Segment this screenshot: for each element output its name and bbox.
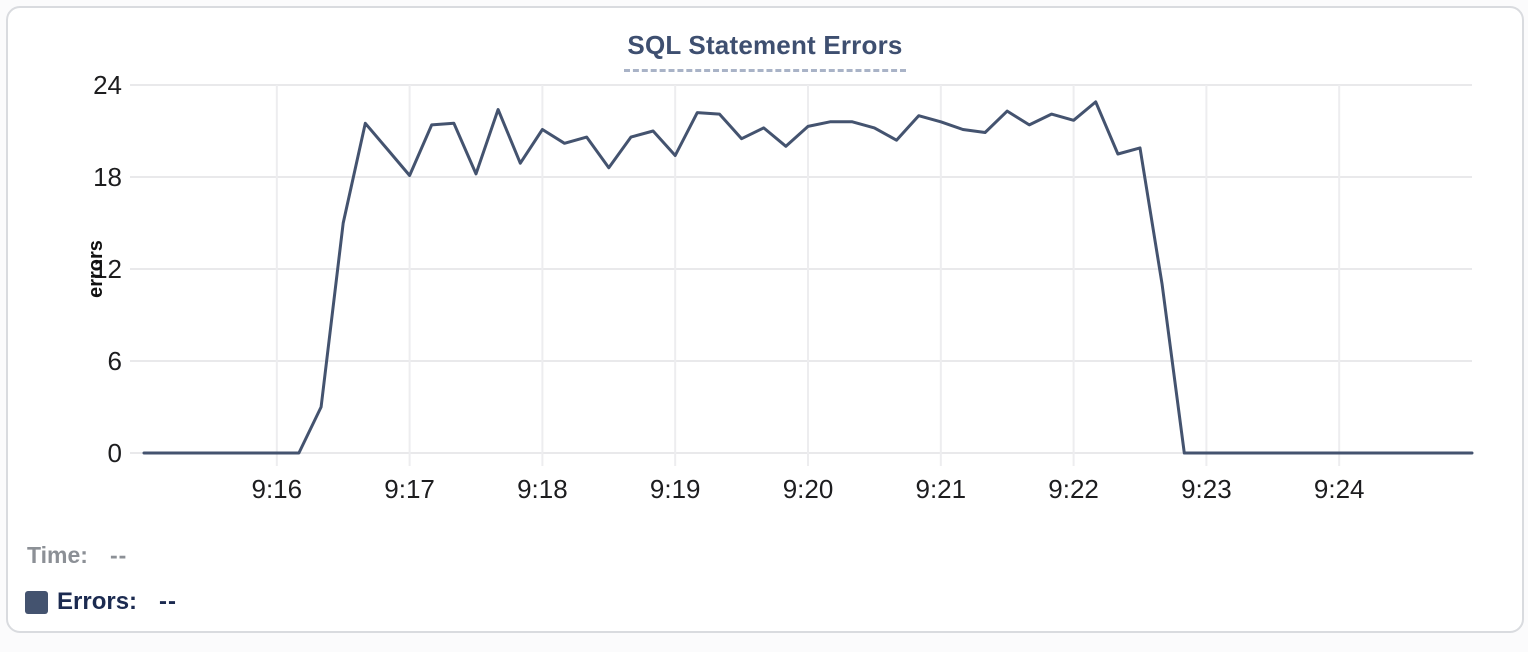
y-tick-label: 24 [93, 70, 122, 100]
tooltip-time-value: -- [109, 542, 128, 568]
errors-series-swatch [25, 590, 48, 614]
y-tick-label: 12 [93, 254, 122, 284]
x-tick-label: 9:17 [384, 474, 435, 504]
x-tick-label: 9:21 [915, 474, 966, 504]
chart-header: SQL Statement Errors [8, 30, 1522, 72]
y-axis-title: errors [85, 240, 107, 298]
chart-title[interactable]: SQL Statement Errors [624, 30, 906, 72]
x-tick-label: 9:23 [1181, 474, 1232, 504]
chart-card: SQL Statement Errors 0 6 12 18 24 9:16 9:17 9:1… [6, 6, 1524, 633]
x-tick-label: 9:19 [650, 474, 701, 504]
tooltip-errors-label: Errors: [57, 588, 138, 615]
x-tick-label: 9:16 [251, 474, 302, 504]
y-tick-label: 6 [108, 346, 122, 376]
x-tick-label: 9:18 [517, 474, 568, 504]
tooltip-time-row: Time: -- [27, 542, 127, 569]
errors-line-chart[interactable]: 0 6 12 18 24 9:16 9:17 9:18 9:19 9:20 9:21 9:22 9:23… [8, 8, 1522, 633]
y-tick-label: 18 [93, 162, 122, 192]
tooltip-time-label: Time: [27, 542, 88, 568]
errors-series-line[interactable] [142, 100, 1474, 455]
x-tick-label: 9:22 [1048, 474, 1099, 504]
tooltip-errors-value: -- [159, 588, 178, 615]
y-tick-label: 0 [108, 438, 122, 468]
tooltip-errors-row: Errors: -- [25, 588, 177, 616]
x-tick-label: 9:20 [783, 474, 834, 504]
x-tick-label: 9:24 [1314, 474, 1365, 504]
